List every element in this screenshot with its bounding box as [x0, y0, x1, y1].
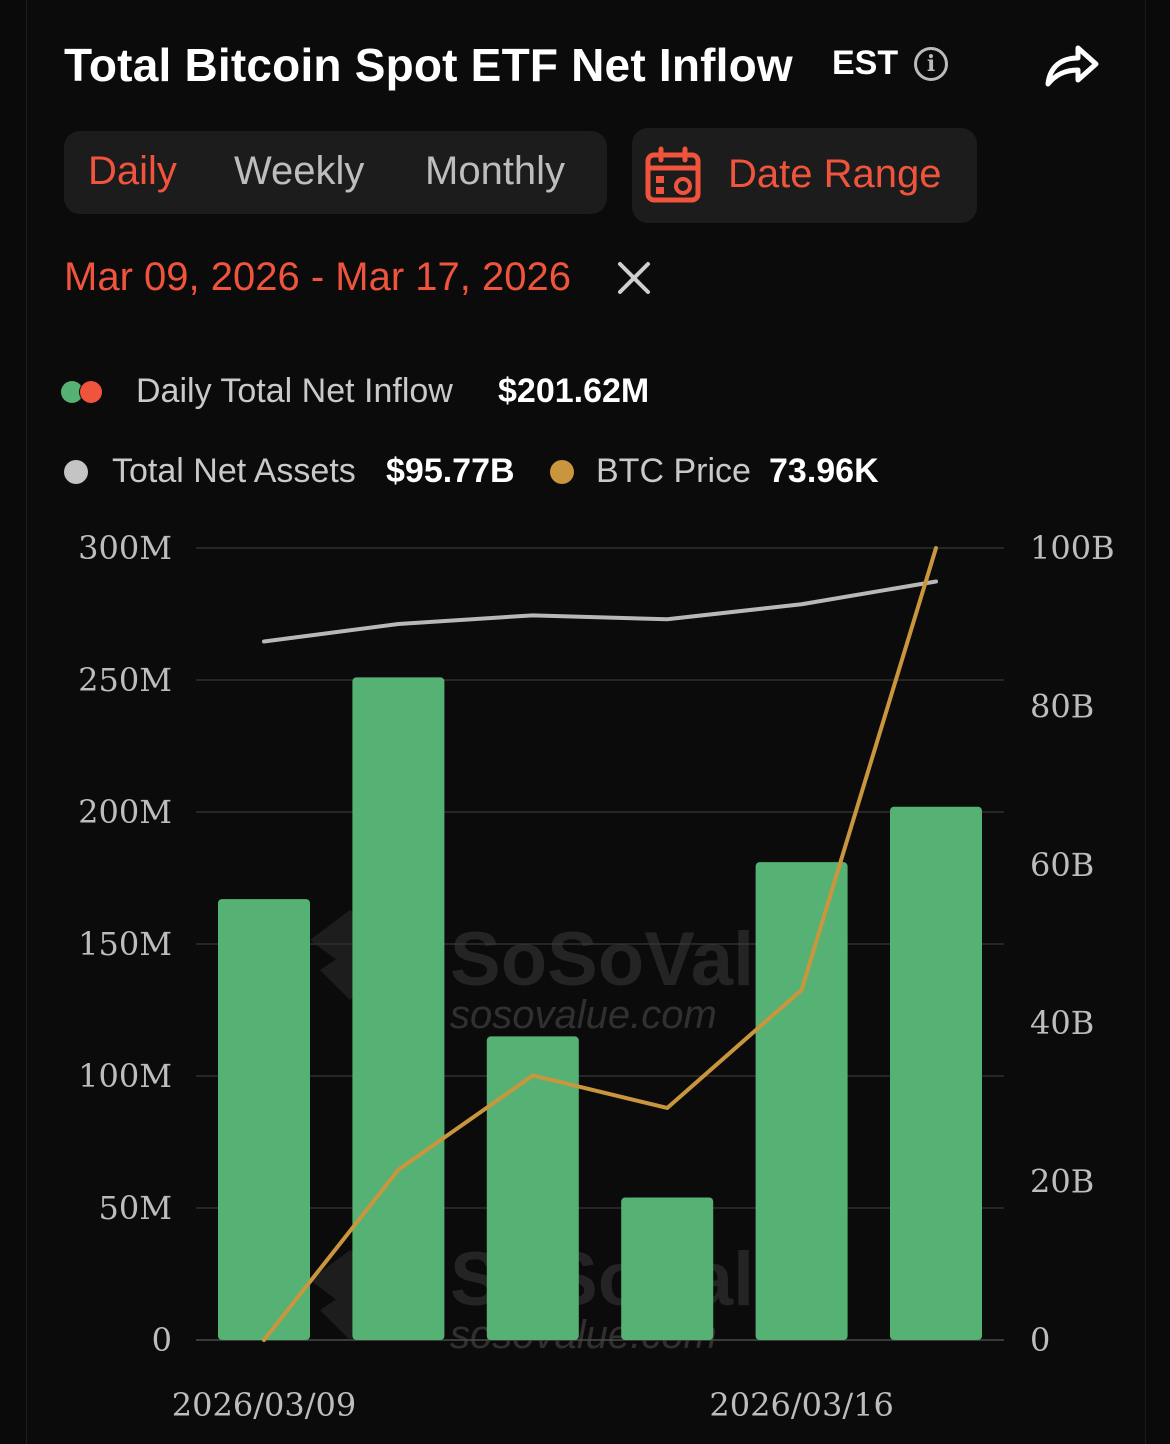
- assets-dot-icon: [64, 460, 88, 484]
- bar: [486, 1036, 579, 1340]
- date-range-button[interactable]: Date Range: [632, 128, 977, 223]
- info-icon[interactable]: i: [914, 47, 948, 81]
- watermark-url: sosovalue.com: [450, 993, 717, 1037]
- y-left-tick-label: 50M: [99, 1189, 172, 1227]
- tab-daily[interactable]: Daily: [88, 149, 177, 193]
- bar: [352, 677, 445, 1340]
- inflow-value: $201.62M: [498, 372, 650, 410]
- btc-value: 73.96K: [769, 452, 879, 490]
- y-right-tick-label: 40B: [1030, 1004, 1094, 1042]
- y-right-tick-label: 0: [1030, 1321, 1050, 1359]
- bar: [218, 899, 310, 1340]
- x-tick-label: 2026/03/09: [172, 1386, 356, 1424]
- y-right-tick-label: 100B: [1030, 529, 1115, 567]
- assets-label: Total Net Assets: [112, 452, 356, 490]
- assets-line: [262, 579, 938, 644]
- y-left-tick-label: 200M: [78, 793, 172, 831]
- share-icon[interactable]: [1042, 40, 1100, 90]
- header: Total Bitcoin Spot ETF Net Inflow EST i: [64, 38, 1114, 98]
- legend-secondary: Total Net Assets $95.77B BTC Price 73.96…: [60, 450, 1060, 494]
- bar: [890, 806, 982, 1340]
- inflow-label: Daily Total Net Inflow: [136, 372, 453, 410]
- chart-area: 0 50M 100M 150M 200M 250M 300M 0 20B 40B 60B 80B 100…: [0, 500, 1170, 1444]
- y-right-tick-label: 20B: [1030, 1163, 1094, 1201]
- timezone-label[interactable]: EST: [832, 44, 899, 82]
- y-left-tick-label: 150M: [78, 925, 172, 963]
- bar: [755, 862, 848, 1340]
- y-left-tick-label: 300M: [78, 529, 172, 567]
- inflow-dot-icon: [61, 381, 102, 403]
- y-right-tick-label: 60B: [1030, 846, 1094, 884]
- date-range-label: Date Range: [728, 152, 942, 196]
- y-left-tick-label: 0: [152, 1321, 172, 1359]
- calendar-icon: [645, 146, 701, 203]
- y-left-tick-label: 100M: [78, 1057, 172, 1095]
- chart-svg: 0 50M 100M 150M 200M 250M 300M 0 20B 40B 60B 80B 100…: [78, 529, 1115, 1424]
- y-left-tick-label: 250M: [78, 661, 172, 699]
- period-tabs: Daily Weekly Monthly: [64, 131, 607, 214]
- page-title: Total Bitcoin Spot ETF Net Inflow: [64, 39, 793, 91]
- btc-price-line: [262, 546, 938, 1342]
- btc-dot-icon: [550, 460, 574, 484]
- tab-monthly[interactable]: Monthly: [425, 149, 566, 193]
- assets-value: $95.77B: [386, 452, 515, 490]
- close-icon[interactable]: [614, 258, 654, 298]
- y-right-tick-label: 80B: [1030, 687, 1094, 725]
- bar: [621, 1197, 714, 1340]
- tab-weekly[interactable]: Weekly: [234, 149, 365, 193]
- selected-date-range: Mar 09, 2026 - Mar 17, 2026: [64, 255, 571, 299]
- x-tick-label: 2026/03/16: [709, 1386, 893, 1424]
- btc-label: BTC Price: [596, 452, 751, 490]
